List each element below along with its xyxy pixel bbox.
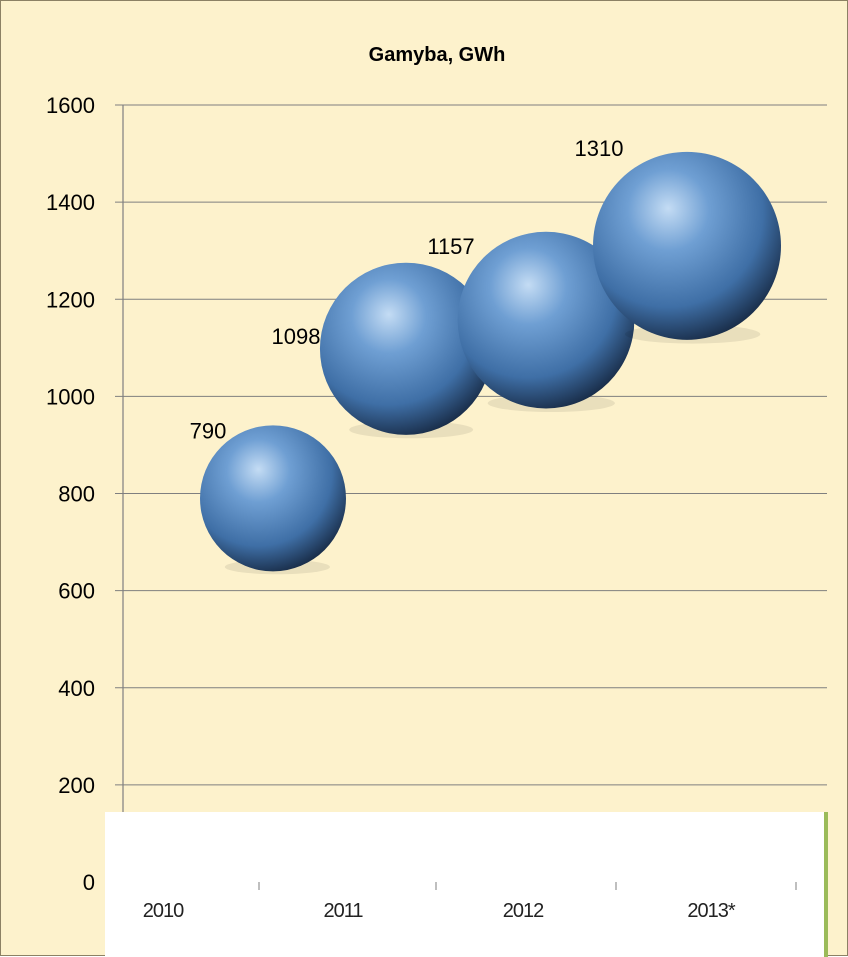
x-tick-marks — [258, 882, 797, 890]
y-tick-label: 1200 — [46, 287, 95, 312]
y-tick-label: 0 — [83, 870, 95, 895]
data-label: 1310 — [575, 136, 624, 161]
y-tick-label: 200 — [58, 773, 95, 798]
data-label: 1098 — [272, 324, 321, 349]
category-band — [105, 812, 825, 957]
bubble — [593, 151, 781, 340]
category-label: 2011 — [323, 900, 363, 922]
bubble — [319, 262, 493, 435]
category-label: 2010 — [143, 900, 184, 922]
data-labels: 790 1098 1157 1310 — [190, 136, 624, 444]
bubble — [200, 425, 346, 572]
y-tick-label: 1600 — [46, 93, 95, 118]
y-tick-label: 1000 — [46, 384, 95, 409]
data-label: 1157 — [427, 234, 474, 259]
y-tick-label: 1400 — [46, 190, 95, 215]
accent-bar — [824, 812, 828, 957]
category-label: 2013* — [687, 900, 735, 922]
y-tick-label: 400 — [58, 676, 95, 701]
category-label: 2012 — [503, 900, 544, 922]
y-tick-labels: 0 200 400 600 800 1000 1200 1400 1600 — [46, 93, 95, 895]
bubble — [457, 231, 635, 409]
category-labels: 2010 2011 2012 2013* — [143, 900, 737, 922]
bubbles — [200, 151, 781, 575]
y-tick-label: 800 — [58, 482, 95, 507]
chart-title: Gamyba, GWh — [369, 44, 506, 66]
data-label: 790 — [190, 418, 227, 443]
y-tick-label: 600 — [58, 579, 95, 604]
